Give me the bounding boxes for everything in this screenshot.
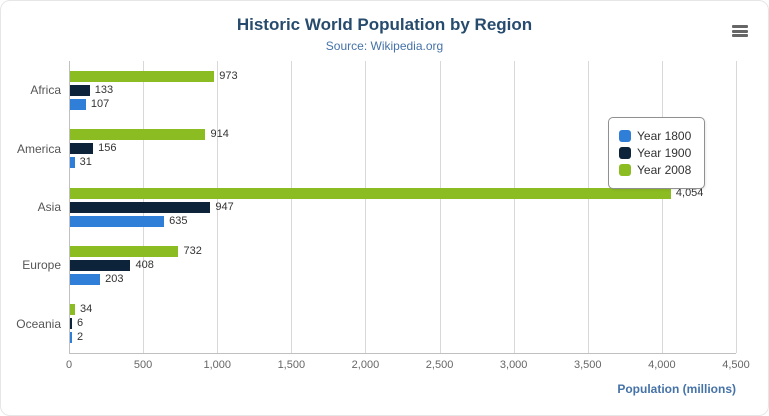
bar-africa-year-1900[interactable] [70,84,90,96]
bar-africa-year-1800[interactable] [70,98,86,110]
bar-value-label: 203 [105,272,124,285]
bar-europe-year-2008[interactable] [70,245,179,257]
legend-swatch-year-1800 [619,130,631,142]
bar-value-label: 732 [183,244,202,257]
bar-oceania-year-1900[interactable] [70,318,72,330]
x-tick-label: 4,000 [648,359,676,371]
bar-value-label: 947 [215,200,234,213]
category-label-africa: Africa [30,83,61,98]
hamburger-line [732,25,748,28]
legend-swatch-year-2008 [619,164,631,176]
bar-value-label: 914 [210,128,229,141]
legend-label: Year 2008 [637,163,692,177]
bar-value-label: 408 [135,258,154,271]
legend-item-year-2008[interactable]: Year 2008 [619,163,694,177]
x-axis-title: Population (millions) [617,382,736,396]
category-label-oceania: Oceania [16,316,61,331]
category-label-america: America [16,141,61,156]
bar-value-label: 6 [77,317,84,330]
category-label-europe: Europe [22,258,61,273]
x-tick-label: 0 [65,359,73,371]
gridline [587,61,589,353]
category-label-asia: Asia [37,200,61,214]
y-axis-line [69,61,70,353]
legend-item-year-1800[interactable]: Year 1800 [619,129,694,143]
plot-area: 973 133 107 914 156 31 4,054 947 635 732 408 203 34 6… [69,61,737,354]
gridline [365,61,367,353]
bar-value-label: 2 [77,331,84,344]
bar-oceania-year-1800[interactable] [70,332,72,344]
bar-value-label: 156 [98,142,117,155]
bar-asia-year-1800[interactable] [70,215,165,227]
hamburger-line [732,29,748,33]
bar-asia-year-2008[interactable] [70,187,671,199]
x-tick-label: 2,500 [425,359,454,371]
gridline [439,61,441,353]
chart-subtitle: Source: Wikipedia.org [325,39,444,53]
legend-item-year-1900[interactable]: Year 1900 [619,146,694,160]
chart-title: Historic World Population by Region [236,15,533,34]
bar-value-label: 635 [169,214,188,227]
gridline [291,61,293,353]
x-tick-label: 500 [133,359,153,371]
bar-america-year-2008[interactable] [70,129,206,141]
legend-label: Year 1900 [637,146,692,160]
x-tick-label: 3,500 [574,359,602,371]
gridline [661,61,663,353]
bar-value-label: 34 [80,303,93,316]
bar-europe-year-1900[interactable] [70,259,131,271]
legend: Year 1800 Year 1900 Year 2008 [608,117,705,189]
bar-america-year-1900[interactable] [70,143,94,155]
legend-swatch-year-1900 [619,147,631,159]
bar-value-label: 107 [90,97,110,110]
bar-value-label: 4,054 [675,186,704,199]
gridline [217,61,219,353]
bar-value-label: 973 [219,69,238,82]
bar-america-year-1800[interactable] [70,157,75,169]
gridline [736,61,737,353]
x-tick-label: 2,000 [351,359,380,371]
x-tick-label: 1,000 [203,359,231,371]
x-axis-line [69,353,736,354]
bar-value-label: 133 [94,83,114,96]
bar-europe-year-1800[interactable] [70,273,101,285]
gridline [513,61,515,353]
x-tick-label: 3,000 [499,359,528,371]
bar-value-label: 31 [79,156,92,169]
hamburger-icon[interactable] [730,23,750,39]
hamburger-line [732,34,748,37]
x-tick-label: 1,500 [277,359,306,371]
legend-label: Year 1800 [637,129,692,143]
x-tick-label: 4,500 [722,359,750,371]
bar-oceania-year-2008[interactable] [70,304,76,316]
bar-africa-year-2008[interactable] [70,70,215,82]
bar-asia-year-1900[interactable] [70,201,211,213]
